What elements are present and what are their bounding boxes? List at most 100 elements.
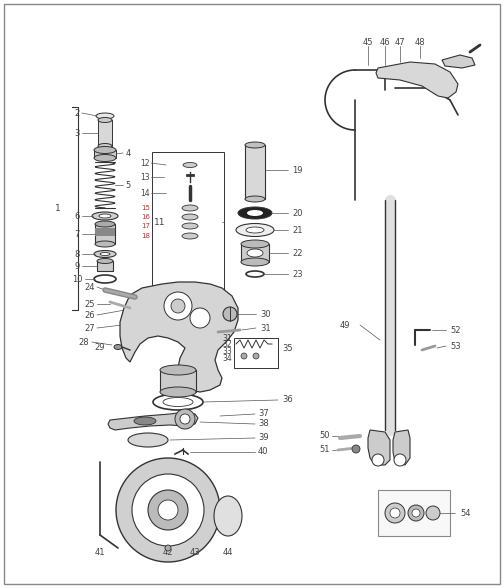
Text: 27: 27: [85, 323, 95, 332]
Bar: [97, 261, 113, 271]
Ellipse shape: [163, 397, 193, 406]
Bar: [241, 244, 269, 262]
Ellipse shape: [134, 417, 156, 425]
Ellipse shape: [245, 196, 265, 202]
Text: 26: 26: [85, 310, 95, 319]
Text: 4: 4: [125, 149, 131, 158]
Ellipse shape: [94, 155, 116, 162]
Text: 25: 25: [85, 299, 95, 309]
Text: 44: 44: [223, 548, 233, 557]
Circle shape: [426, 506, 440, 520]
Circle shape: [352, 445, 360, 453]
Text: 6: 6: [74, 212, 80, 220]
Ellipse shape: [245, 142, 265, 148]
Text: 10: 10: [72, 275, 82, 283]
Text: 18: 18: [141, 233, 150, 239]
Bar: [152, 152, 224, 292]
Ellipse shape: [182, 214, 198, 220]
Text: 28: 28: [79, 338, 89, 346]
Bar: [378, 490, 450, 536]
Text: 52: 52: [450, 326, 461, 335]
Circle shape: [372, 454, 384, 466]
Text: 41: 41: [95, 548, 105, 557]
Ellipse shape: [236, 223, 274, 236]
Text: 46: 46: [380, 38, 390, 46]
Circle shape: [390, 508, 400, 518]
Text: 50: 50: [320, 432, 330, 440]
Circle shape: [385, 503, 405, 523]
Ellipse shape: [100, 252, 110, 256]
Text: 15: 15: [141, 205, 150, 211]
Ellipse shape: [160, 387, 196, 397]
Text: 1: 1: [55, 204, 61, 213]
Text: 36: 36: [282, 396, 293, 405]
Polygon shape: [120, 282, 238, 392]
Text: 17: 17: [141, 223, 150, 229]
Ellipse shape: [97, 259, 113, 263]
Text: 47: 47: [395, 38, 405, 46]
Circle shape: [241, 353, 247, 359]
Polygon shape: [108, 412, 198, 430]
Bar: [94, 150, 116, 158]
Text: 38: 38: [258, 419, 269, 429]
Ellipse shape: [92, 212, 118, 220]
Ellipse shape: [182, 233, 198, 239]
Bar: [234, 338, 278, 368]
Text: 51: 51: [320, 446, 330, 455]
Ellipse shape: [95, 241, 115, 247]
Circle shape: [408, 505, 424, 521]
Ellipse shape: [160, 365, 196, 375]
Circle shape: [148, 490, 188, 530]
Text: 37: 37: [258, 409, 269, 419]
Text: 16: 16: [141, 214, 150, 220]
Text: 34: 34: [222, 353, 232, 362]
Text: 5: 5: [125, 181, 131, 189]
Circle shape: [190, 308, 210, 328]
Text: 32: 32: [222, 339, 232, 349]
Bar: [95, 224, 115, 244]
Text: 43: 43: [190, 548, 200, 557]
Text: 3: 3: [74, 129, 80, 138]
Text: 20: 20: [292, 209, 302, 218]
Bar: [245, 145, 265, 199]
Bar: [98, 120, 112, 146]
Circle shape: [412, 509, 420, 517]
Polygon shape: [376, 62, 458, 98]
Text: 54: 54: [460, 509, 471, 517]
Text: 42: 42: [163, 548, 173, 557]
Ellipse shape: [247, 249, 263, 257]
Text: 49: 49: [340, 320, 350, 329]
Text: 31: 31: [260, 323, 271, 332]
Ellipse shape: [95, 221, 115, 227]
Polygon shape: [393, 430, 410, 465]
Text: 21: 21: [292, 226, 302, 235]
Text: 19: 19: [292, 165, 302, 175]
Polygon shape: [368, 430, 390, 465]
Ellipse shape: [94, 146, 116, 153]
Text: 22: 22: [292, 249, 302, 258]
Text: 35: 35: [282, 343, 293, 352]
Circle shape: [394, 454, 406, 466]
Text: 2: 2: [75, 109, 80, 118]
Ellipse shape: [99, 214, 111, 218]
Text: 7: 7: [74, 229, 80, 239]
Ellipse shape: [182, 223, 198, 229]
Text: 9: 9: [75, 262, 80, 270]
Bar: [160, 370, 196, 392]
Ellipse shape: [98, 118, 112, 122]
Circle shape: [180, 414, 190, 424]
Circle shape: [175, 409, 195, 429]
Circle shape: [253, 353, 259, 359]
Text: 39: 39: [258, 433, 269, 443]
Ellipse shape: [246, 227, 264, 233]
Text: 14: 14: [141, 189, 150, 198]
Text: 23: 23: [292, 269, 302, 279]
Text: 29: 29: [95, 342, 105, 352]
Text: 45: 45: [363, 38, 373, 46]
Ellipse shape: [183, 162, 197, 168]
Text: 40: 40: [258, 447, 269, 456]
Bar: [95, 228, 115, 236]
Text: 48: 48: [415, 38, 425, 46]
Polygon shape: [442, 55, 475, 68]
Ellipse shape: [114, 345, 122, 349]
